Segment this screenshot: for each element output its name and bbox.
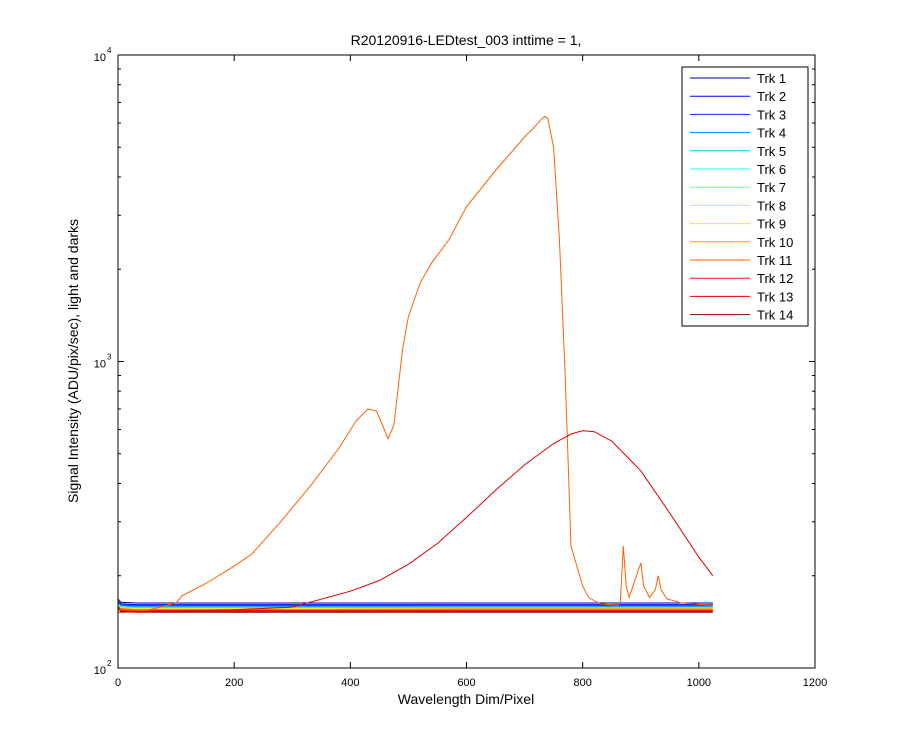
legend-label: Trk 13 [757, 289, 793, 304]
legend-label: Trk 11 [757, 253, 792, 268]
legend-label: Trk 10 [757, 235, 793, 250]
series-line-trk-1 [117, 598, 713, 604]
y-tick-exponent: 2 [107, 659, 112, 668]
x-tick-label: 0 [115, 677, 121, 689]
legend-label: Trk 3 [757, 107, 786, 122]
series-line-trk-12-signal [117, 115, 713, 612]
y-tick-label: 10 [94, 665, 106, 677]
legend-label: Trk 2 [757, 89, 786, 104]
x-tick-label: 200 [225, 677, 243, 689]
y-tick-exponent: 3 [107, 353, 112, 362]
legend-label: Trk 5 [757, 144, 786, 159]
series-line-trk-9 [117, 605, 713, 610]
legend-label: Trk 12 [757, 271, 793, 286]
series-layer [117, 115, 714, 613]
series-line-trk-5 [117, 603, 713, 608]
series-line-trk-4 [117, 602, 713, 607]
legend-label: Trk 8 [757, 198, 786, 213]
legend-label: Trk 14 [757, 308, 793, 323]
series-line-trk-13-signal [117, 430, 714, 613]
x-tick-label: 800 [573, 677, 591, 689]
legend-items: Trk 1 Trk 2 Trk 3 Trk 4 Trk 5 Trk 6 Trk 7 Trk 8… [690, 71, 793, 323]
y-axis-title: Signal Intensity (ADU/pix/sec), light an… [65, 219, 81, 503]
y-tick-label: 10 [94, 359, 106, 371]
legend-box [681, 66, 809, 327]
legend-label: Trk 6 [757, 162, 786, 177]
chart-title: R20120916-LEDtest_003 inttime = 1, [351, 32, 582, 48]
x-axis-title: Wavelength Dim/Pixel [398, 691, 534, 707]
x-tick-label: 600 [457, 677, 475, 689]
x-tick-label: 1000 [687, 677, 711, 689]
y-tick-exponent: 4 [107, 46, 112, 55]
legend-label: Trk 7 [757, 180, 786, 195]
series-line-trk-3 [117, 601, 713, 606]
series-line-trk-14 [117, 608, 713, 613]
x-tick-label: 1200 [803, 677, 827, 689]
legend: Trk 1 Trk 2 Trk 3 Trk 4 Trk 5 Trk 6 Trk 7 Trk 8… [681, 66, 809, 327]
y-tick-label: 10 [94, 52, 106, 64]
legend-label: Trk 4 [757, 126, 786, 141]
x-tick-label: 400 [341, 677, 359, 689]
series-line-trk-13 [117, 607, 713, 612]
legend-label: Trk 1 [757, 71, 786, 86]
legend-label: Trk 9 [757, 217, 786, 232]
